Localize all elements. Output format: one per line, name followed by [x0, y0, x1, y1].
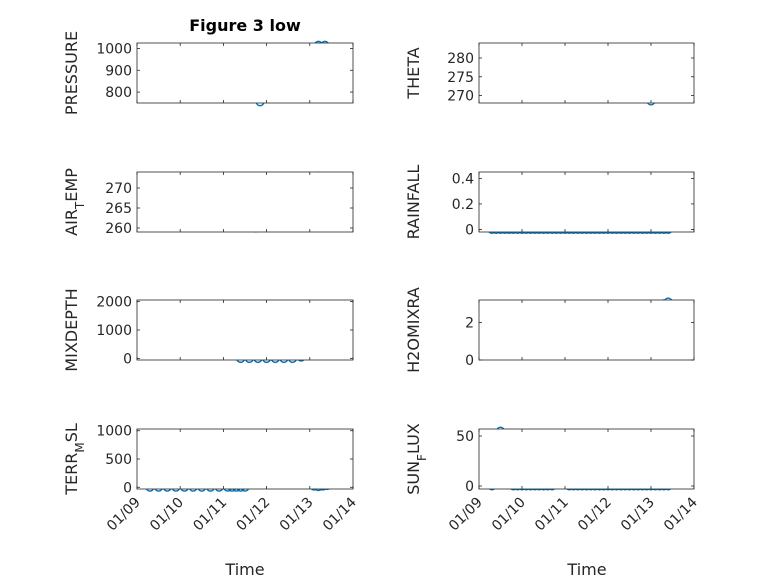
x-tick-label: 01/12 — [575, 495, 615, 535]
y-tick-label: 500 — [105, 452, 132, 468]
y-axis-label: H2OMIXRA — [404, 287, 423, 373]
axes-frame — [136, 42, 354, 104]
x-tick-label: 01/12 — [234, 495, 274, 535]
y-tick-label: 800 — [105, 85, 132, 101]
y-tick-label: 0 — [123, 480, 132, 496]
axes-frame — [136, 171, 354, 233]
y-axis-label: AIRTEMP — [62, 168, 87, 236]
figure-title: Figure 3 low — [189, 16, 301, 35]
subplot-theta: 270 275 280 THETA — [404, 42, 695, 106]
y-tick-label: 270 — [447, 89, 474, 105]
y-tick-label: 275 — [447, 70, 474, 86]
y-tick-label: 1000 — [96, 323, 132, 339]
y-tick-label: 0.2 — [452, 197, 474, 213]
subplot-rainfall: 0 0.2 0.4 RAINFALL — [404, 165, 695, 240]
x-tick-label: 01/14 — [661, 494, 701, 534]
subplot-air-temp: 260 265 270 AIRTEMP — [62, 168, 354, 237]
axes-frame — [478, 171, 695, 233]
y-tick-label: 2000 — [96, 294, 132, 310]
x-tick-label: 01/11 — [532, 495, 572, 535]
y-tick-label: 0 — [465, 222, 474, 238]
y-axis-label: MIXDEPTH — [62, 288, 81, 371]
x-tick-label: 01/14 — [320, 494, 360, 534]
y-tick-label: 0 — [465, 353, 474, 369]
y-tick-label: 280 — [447, 51, 474, 67]
y-tick-label: 270 — [105, 181, 132, 197]
axes-frame — [478, 42, 695, 104]
subplot-mixdepth: 0 1000 2000 MIXDEPTH — [62, 288, 354, 372]
subplot-terr-msl: 0 500 1000 01/09 01/10 01/11 01/12 01/13 01/14 TE… — [62, 423, 360, 534]
y-tick-label: 2 — [465, 316, 474, 332]
x-tick-label: 01/10 — [147, 495, 187, 535]
y-tick-label: 0 — [465, 479, 474, 495]
y-tick-label: 1000 — [96, 424, 132, 440]
y-axis-label: TERRMSL — [62, 423, 87, 496]
subplot-h2omixra: 0 2 H2OMIXRA — [404, 287, 695, 373]
y-tick-label: 265 — [105, 201, 132, 217]
x-tick-label: 01/09 — [446, 495, 486, 535]
axes-frame — [478, 299, 695, 361]
x-axis-label-left: Time — [224, 560, 264, 579]
y-tick-label: 50 — [456, 429, 474, 445]
x-axis-label-right: Time — [566, 560, 606, 579]
axes-frame — [136, 299, 354, 361]
y-axis-label: PRESSURE — [62, 31, 81, 115]
axes-frame — [136, 428, 354, 490]
y-axis-label: RAINFALL — [404, 165, 423, 240]
subplot-pressure: 800 900 1000 PRESSURE — [62, 31, 354, 115]
y-axis-label: THETA — [404, 47, 423, 99]
x-tick-label: 01/13 — [618, 495, 658, 535]
y-tick-label: 0 — [123, 352, 132, 368]
axes-frame — [478, 428, 695, 490]
x-tick-label: 01/09 — [104, 495, 144, 535]
y-tick-label: 0.4 — [452, 171, 474, 187]
x-tick-label: 01/11 — [190, 495, 230, 535]
x-tick-label: 01/13 — [277, 495, 317, 535]
y-axis-label: SUNFLUX — [404, 423, 429, 495]
y-tick-label: 900 — [105, 63, 132, 79]
x-tick-label: 01/10 — [489, 495, 529, 535]
y-tick-label: 260 — [105, 221, 132, 237]
y-tick-label: 1000 — [96, 41, 132, 57]
subplot-sun-flux: 0 50 01/09 01/10 01/11 01/12 01/13 01/14 SUNFLUX — [404, 423, 701, 534]
